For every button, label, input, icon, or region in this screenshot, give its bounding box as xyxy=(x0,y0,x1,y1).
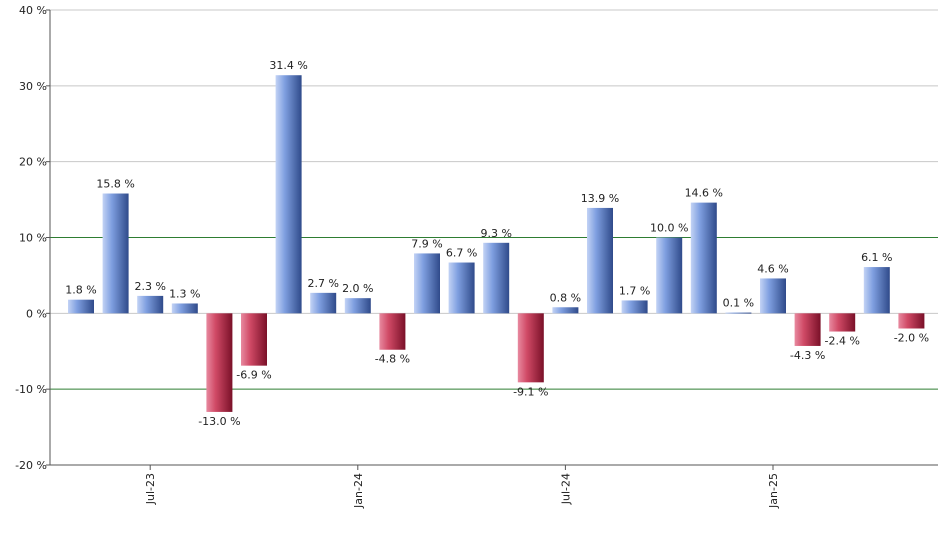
data-label: 1.7 % xyxy=(619,284,650,297)
y-tick-label: 20 % xyxy=(19,156,47,169)
bar xyxy=(760,278,786,314)
data-label: 1.3 % xyxy=(169,287,200,300)
y-tick-label: 30 % xyxy=(19,80,47,93)
y-tick-label: -20 % xyxy=(15,459,47,472)
bar xyxy=(587,207,613,314)
x-tick-label: Jul-24 xyxy=(559,473,572,505)
bar xyxy=(171,303,198,314)
data-label: 14.6 % xyxy=(685,187,723,200)
data-label: 13.9 % xyxy=(581,192,619,205)
bar xyxy=(448,262,475,314)
x-tick-label: Jul-23 xyxy=(144,473,157,505)
x-tick-label: Jan-24 xyxy=(352,473,365,509)
bar xyxy=(68,299,94,314)
data-label: -2.4 % xyxy=(824,335,859,348)
bar xyxy=(275,75,302,314)
data-label: 9.3 % xyxy=(480,227,511,240)
data-label: -9.1 % xyxy=(513,385,548,398)
data-label: -4.8 % xyxy=(375,353,410,366)
data-label: -2.0 % xyxy=(894,332,929,345)
bar xyxy=(414,253,440,314)
data-label: -13.0 % xyxy=(198,415,240,428)
data-label: 6.7 % xyxy=(446,247,477,260)
data-label: 2.0 % xyxy=(342,282,373,295)
data-label: 7.9 % xyxy=(411,237,442,250)
y-tick-label: -10 % xyxy=(15,383,47,396)
bar xyxy=(310,292,337,314)
data-label: 2.3 % xyxy=(134,280,165,293)
bar xyxy=(794,313,821,346)
data-label: -4.3 % xyxy=(790,349,825,362)
bar xyxy=(206,313,233,412)
bar xyxy=(344,298,371,314)
data-label: 15.8 % xyxy=(96,178,134,191)
x-tick-label: Jan-25 xyxy=(767,473,780,509)
bar xyxy=(483,242,510,314)
data-label: 2.7 % xyxy=(307,277,338,290)
y-axis: 40 % 30 % 20 % 10 % 0 % -10 % -20 % xyxy=(15,4,51,472)
bar xyxy=(517,313,544,383)
bar xyxy=(725,312,752,314)
data-label: -6.9 % xyxy=(236,369,271,382)
data-label: 4.6 % xyxy=(757,262,788,275)
data-label: 10.0 % xyxy=(650,222,688,235)
bar xyxy=(863,267,890,314)
bar xyxy=(898,313,925,329)
bar xyxy=(690,202,717,314)
y-tick-label: 0 % xyxy=(26,307,47,320)
bar xyxy=(656,237,683,314)
x-axis: Jul-23 Jan-24 Jul-24 Jan-25 xyxy=(50,464,938,509)
y-tick-label: 10 % xyxy=(19,232,47,245)
data-label: 6.1 % xyxy=(861,251,892,264)
data-label: 1.8 % xyxy=(65,284,96,297)
y-tick-label: 40 % xyxy=(19,4,47,17)
data-labels: 1.8 % 15.8 % 2.3 % 1.3 % -13.0 % -6.9 % 31.4 %… xyxy=(65,59,929,428)
bar xyxy=(552,307,579,314)
data-label: 0.1 % xyxy=(723,297,754,310)
bar xyxy=(102,193,129,314)
bar xyxy=(829,313,856,332)
bar xyxy=(621,300,648,314)
bar xyxy=(379,313,406,350)
data-label: 31.4 % xyxy=(269,59,307,72)
bar xyxy=(137,295,164,314)
bars xyxy=(68,75,925,412)
bar xyxy=(241,313,267,366)
data-label: 0.8 % xyxy=(550,291,581,304)
